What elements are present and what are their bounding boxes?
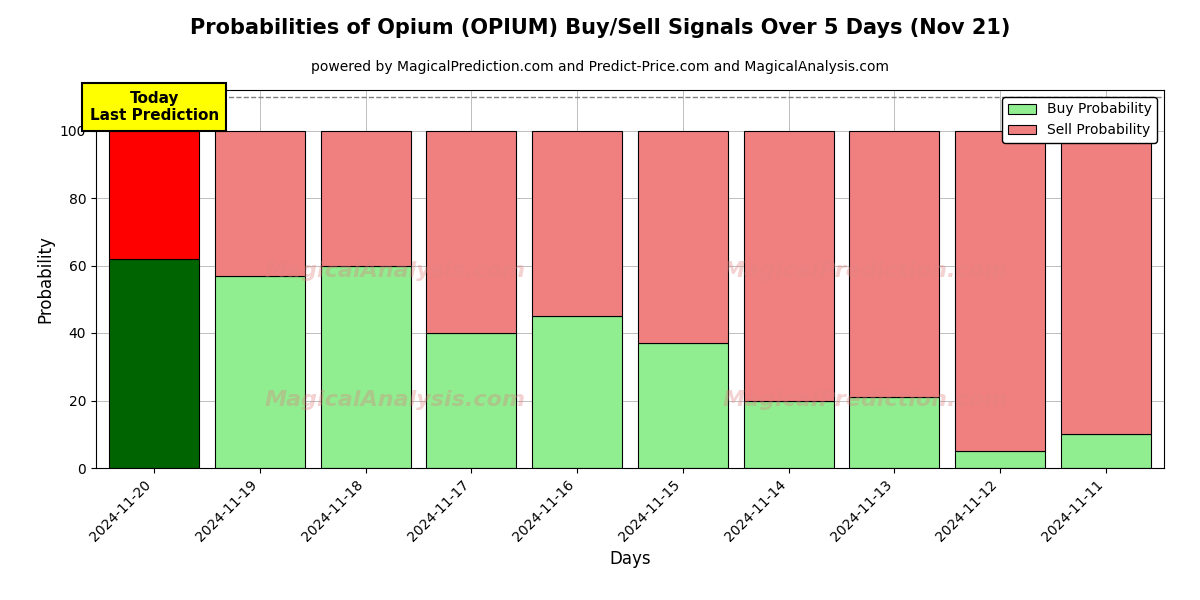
Bar [955,130,1045,451]
Bar [638,130,728,343]
Bar [955,451,1045,468]
Bar [744,401,834,468]
Bar [109,259,199,468]
Bar [109,130,199,259]
Bar [850,397,940,468]
Bar [215,130,305,275]
Bar [426,333,516,468]
Text: Probabilities of Opium (OPIUM) Buy/Sell Signals Over 5 Days (Nov 21): Probabilities of Opium (OPIUM) Buy/Sell … [190,18,1010,38]
Text: MagicalAnalysis.com: MagicalAnalysis.com [264,390,526,410]
Text: MagicalAnalysis.com: MagicalAnalysis.com [264,262,526,281]
Bar [744,130,834,401]
X-axis label: Days: Days [610,550,650,568]
Bar [320,130,410,265]
Y-axis label: Probability: Probability [36,235,54,323]
Bar [1061,434,1151,468]
Text: powered by MagicalPrediction.com and Predict-Price.com and MagicalAnalysis.com: powered by MagicalPrediction.com and Pre… [311,60,889,74]
Legend: Buy Probability, Sell Probability: Buy Probability, Sell Probability [1002,97,1157,143]
Bar [1061,130,1151,434]
Bar [320,265,410,468]
Text: Today
Last Prediction: Today Last Prediction [90,91,218,123]
Bar [215,275,305,468]
Bar [850,130,940,397]
Bar [426,130,516,333]
Text: MagicaIPrediction.com: MagicaIPrediction.com [722,262,1008,281]
Bar [638,343,728,468]
Text: MagicaIPrediction.com: MagicaIPrediction.com [722,390,1008,410]
Bar [532,316,622,468]
Bar [532,130,622,316]
